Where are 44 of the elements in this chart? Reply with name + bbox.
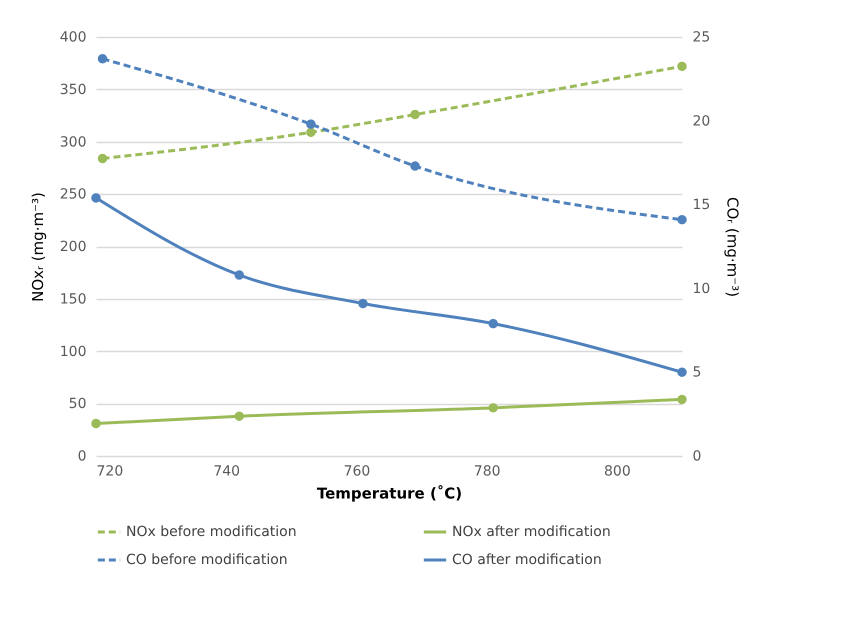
y2-tick-label: 20 xyxy=(692,113,710,130)
point xyxy=(677,394,687,404)
point xyxy=(358,298,368,308)
y2-tick-label: 5 xyxy=(692,364,702,381)
y-tick-label: 250 xyxy=(60,186,86,203)
y-tick-label: 150 xyxy=(60,291,86,308)
point xyxy=(488,403,498,413)
point xyxy=(306,119,316,129)
point xyxy=(91,418,101,428)
legend-label: CO after modification xyxy=(452,552,602,568)
point xyxy=(234,270,244,280)
x-axis-title: Temperature (˚C) xyxy=(316,484,462,502)
x-tick-label: 800 xyxy=(604,464,631,480)
point xyxy=(488,318,498,328)
y-tick-label: 200 xyxy=(60,239,86,255)
y2-tick-label: 0 xyxy=(692,448,702,464)
y-tick-label: 350 xyxy=(60,82,86,98)
legend-label: NOx before modification xyxy=(126,524,297,540)
legend-label: NOx after modification xyxy=(452,524,611,540)
y-axis-title: NOxᵣ (mg·m⁻³) xyxy=(28,192,47,302)
point xyxy=(677,214,687,224)
y-tick-label: 50 xyxy=(68,396,86,412)
legend-label: CO before modification xyxy=(126,552,288,568)
point xyxy=(234,411,244,421)
point xyxy=(677,367,687,377)
point xyxy=(410,110,420,120)
y-tick-label: 100 xyxy=(60,344,86,360)
y-tick-label: 400 xyxy=(60,30,86,46)
point xyxy=(91,193,101,203)
x-tick-label: 740 xyxy=(213,464,240,480)
x-tick-label: 780 xyxy=(474,464,501,480)
y-tick-label: 300 xyxy=(60,134,86,150)
y2-tick-label: 15 xyxy=(692,197,710,214)
point xyxy=(410,161,420,171)
point xyxy=(306,128,316,138)
y2-tick-label: 25 xyxy=(692,30,710,46)
point xyxy=(98,154,108,164)
y-tick-label: 0 xyxy=(78,448,86,464)
x-tick-label: 720 xyxy=(96,464,124,480)
point xyxy=(98,54,108,64)
x-tick-label: 760 xyxy=(344,464,370,480)
y2-axis-title: COᵣ (mg·m⁻³) xyxy=(723,196,742,298)
point xyxy=(677,62,687,72)
y2-tick-label: 10 xyxy=(692,280,710,297)
